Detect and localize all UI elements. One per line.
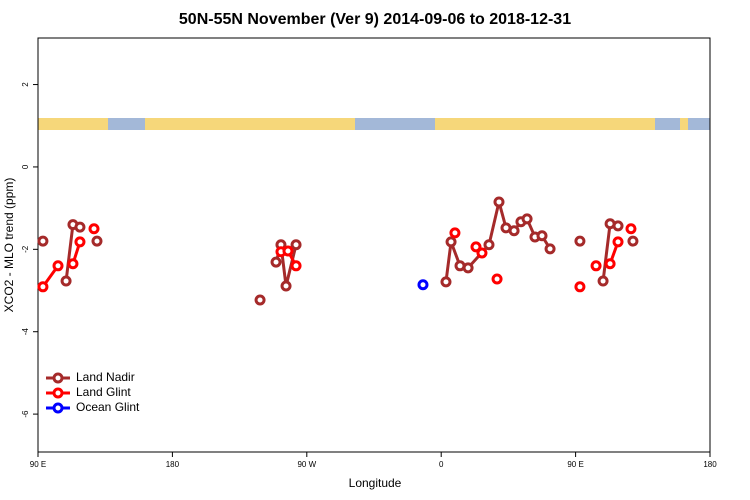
point (625, 223, 637, 235)
y-tick-label: -6 (21, 410, 30, 418)
land-strip (38, 118, 108, 130)
point (574, 235, 586, 247)
point (290, 239, 302, 251)
plot-frame (37, 37, 711, 453)
point (590, 260, 602, 272)
point (445, 236, 457, 248)
point (290, 260, 302, 272)
point (254, 294, 266, 306)
y-tick-label: -2 (21, 245, 30, 253)
point (462, 262, 474, 274)
legend-label: Ocean Glint (76, 400, 140, 414)
x-tick-label: 0 (439, 460, 444, 469)
x-tick-label: 90 E (30, 460, 46, 469)
point (612, 236, 624, 248)
point (483, 239, 495, 251)
y-tick-label: 2 (21, 82, 30, 87)
point (91, 235, 103, 247)
series (417, 279, 429, 291)
point (270, 256, 282, 268)
series (37, 196, 639, 306)
chart-title: 50N-55N November (Ver 9) 2014-09-06 to 2… (179, 11, 571, 28)
x-axis-label: Longitude (349, 476, 402, 490)
point (74, 236, 86, 248)
y-axis-label: XCO2 - MLO trend (ppm) (2, 178, 16, 313)
x-tick-label: 90 E (567, 460, 583, 469)
point (597, 275, 609, 287)
point (67, 258, 79, 270)
y-tick-label: 0 (21, 164, 30, 169)
point (604, 258, 616, 270)
point (282, 245, 294, 257)
point (440, 276, 452, 288)
point (493, 196, 505, 208)
land-strip (145, 118, 355, 130)
point (476, 247, 488, 259)
legend-label: Land Glint (76, 385, 131, 399)
point (470, 241, 482, 253)
land-strip (680, 118, 688, 130)
x-tick-label: 180 (703, 460, 717, 469)
point (612, 220, 624, 232)
point (627, 235, 639, 247)
series (39, 225, 635, 291)
point (88, 223, 100, 235)
point (280, 280, 292, 292)
point (521, 213, 533, 225)
x-tick-label: 180 (166, 460, 180, 469)
point (74, 221, 86, 233)
legend-marker (52, 402, 64, 414)
x-tick-label: 90 W (297, 460, 316, 469)
point (536, 230, 548, 242)
legend-label: Land Nadir (76, 370, 135, 384)
point (417, 279, 429, 291)
point (508, 225, 520, 237)
point (544, 243, 556, 255)
land-strip (435, 118, 655, 130)
point (37, 281, 49, 293)
legend-marker (52, 372, 64, 384)
point (37, 235, 49, 247)
y-tick-label: -4 (21, 328, 30, 336)
point (491, 273, 503, 285)
point (52, 260, 64, 272)
point (449, 227, 461, 239)
point (60, 275, 72, 287)
legend-marker (52, 387, 64, 399)
land-ocean-strip (38, 118, 710, 130)
point (574, 281, 586, 293)
